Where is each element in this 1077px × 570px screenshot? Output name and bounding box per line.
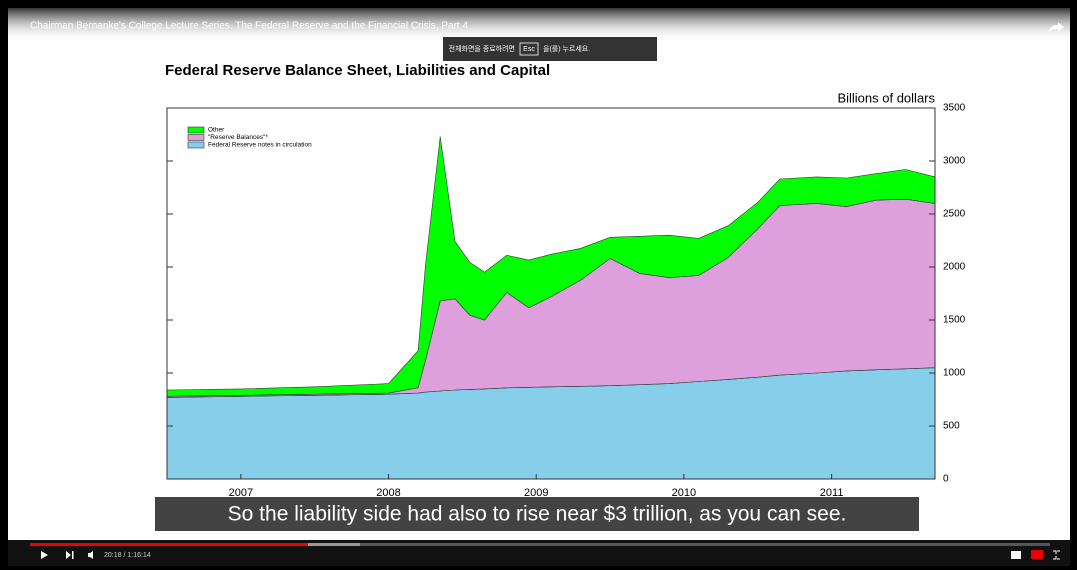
caption-box (155, 497, 919, 531)
share-icon[interactable] (1048, 22, 1064, 33)
x-tick-label: 2007 (229, 487, 253, 499)
caption: So the liability side had also to rise n… (228, 503, 847, 526)
legend-label: Other (208, 127, 225, 134)
legend-swatch (187, 141, 205, 149)
legend-swatch (187, 134, 205, 141)
video-title[interactable]: Chairman Bernanke's College Lecture Seri… (30, 21, 468, 32)
y-tick-label: 2000 (943, 262, 966, 273)
notice-key: Esc (523, 46, 535, 53)
fullscreen-button[interactable] (1053, 550, 1060, 560)
chart-title: Federal Reserve Balance Sheet, Liabiliti… (165, 62, 550, 79)
x-tick-label: 2009 (524, 487, 548, 499)
y-tick-label: 0 (943, 474, 949, 485)
y-tick-label: 1500 (943, 315, 966, 326)
y-tick-label: 500 (943, 421, 960, 432)
buffered (308, 543, 360, 546)
plot-frame (166, 107, 936, 480)
y-tick-label: 3000 (943, 156, 966, 167)
notice-text: 전체화면을 종료하려면 (449, 44, 515, 53)
fullscreen-notice (443, 37, 657, 61)
esc-key (519, 42, 539, 56)
x-tick-label: 2008 (376, 487, 400, 499)
progress[interactable] (30, 543, 308, 546)
play-button[interactable] (41, 551, 48, 559)
y-axis-label: Billions of dollars (837, 90, 935, 105)
time: 20:18 / 1:16:14 (104, 552, 151, 559)
legend-swatch (187, 126, 205, 134)
next-button[interactable] (66, 551, 74, 559)
title-shade (8, 8, 1070, 42)
y-tick-label: 2500 (943, 209, 966, 220)
x-tick-label: 2010 (672, 487, 696, 499)
y-tick-label: 1000 (943, 368, 966, 379)
settings-button[interactable] (1031, 550, 1043, 559)
progress-track[interactable] (30, 543, 1050, 546)
legend-label: "Reserve Balances"* (208, 134, 268, 141)
subtitles-button[interactable] (1011, 551, 1021, 559)
notice-text: 을(를) 누르세요. (543, 44, 590, 53)
legend-label: Federal Reserve notes in circulation (208, 142, 312, 149)
x-tick-label: 2011 (820, 487, 844, 499)
y-tick-label: 3500 (943, 103, 966, 114)
volume-button[interactable] (88, 551, 93, 559)
